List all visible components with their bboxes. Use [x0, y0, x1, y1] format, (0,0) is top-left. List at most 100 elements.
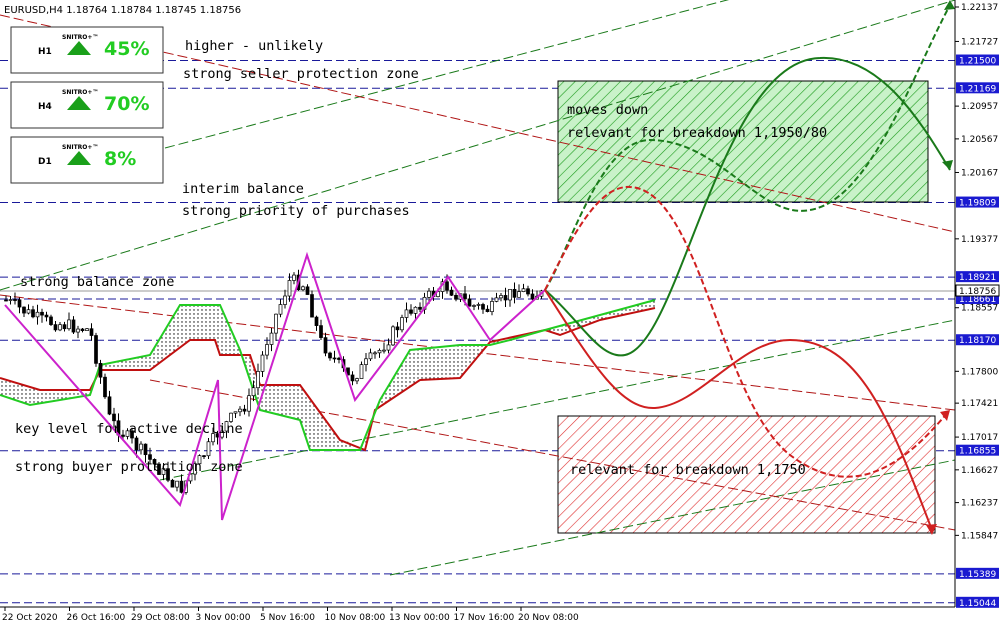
candle-body — [359, 364, 364, 379]
candle-body — [175, 480, 179, 488]
time-tick-label: 22 Oct 2020 — [2, 613, 58, 623]
candle-body — [328, 352, 332, 359]
level-label: 1.16855 — [959, 447, 996, 457]
arrow-head — [940, 410, 950, 421]
annotation: higher - unlikely — [185, 38, 323, 54]
level-label: 1.19809 — [959, 199, 996, 209]
widget-up-arrow — [67, 96, 91, 110]
annotation: strong balance zone — [20, 274, 174, 290]
candle-body — [49, 316, 53, 325]
candle-body — [517, 291, 521, 298]
candle-body — [355, 378, 359, 382]
time-tick-label: 13 Nov 00:00 — [389, 613, 450, 623]
level-label: 1.21169 — [959, 84, 996, 94]
arrow-head — [942, 160, 953, 170]
annotation: relevant for breakdown 1,1750 — [570, 462, 806, 478]
candle-body — [224, 421, 229, 432]
candle-body — [269, 332, 274, 345]
candle-body — [445, 281, 449, 291]
level-label-bg — [956, 567, 999, 579]
candle-body — [31, 309, 35, 318]
annotation: relevant for breakdown 1,1950/80 — [567, 125, 827, 141]
candle-body — [202, 455, 206, 458]
candle-body — [418, 306, 422, 310]
candle-body — [283, 295, 287, 305]
candle-body — [364, 358, 368, 365]
candle-body — [400, 317, 404, 331]
candle-body — [373, 352, 377, 355]
candle-body — [476, 304, 481, 306]
level-label-bg — [956, 444, 999, 456]
level-label: 1.21500 — [959, 57, 996, 67]
candle-body — [274, 313, 278, 334]
candle-body — [35, 311, 40, 318]
level-label-bg — [956, 334, 999, 346]
candle-body — [112, 413, 116, 422]
candle-body — [278, 304, 283, 315]
candle-body — [319, 325, 323, 338]
candle-body — [130, 430, 134, 439]
candle-body — [76, 328, 80, 333]
annotation: strong buyer protection zone — [15, 459, 243, 475]
annotation: moves down — [567, 102, 648, 118]
candle-body — [17, 299, 22, 308]
candle-body — [166, 468, 170, 481]
candle-body — [8, 299, 13, 301]
widget-brand: SNITRO+™ — [62, 89, 98, 96]
widget-timeframe: H1 — [38, 47, 52, 57]
candle-body — [197, 455, 202, 465]
level-label-bg — [956, 271, 999, 283]
candle-body — [508, 288, 512, 301]
forecast-green-solid — [544, 56, 951, 357]
price-tick-label: 1.17421 — [961, 399, 998, 409]
candle-body — [526, 288, 530, 295]
candle-body — [382, 349, 386, 352]
level-label-bg — [956, 292, 999, 304]
annotation: interim balance — [182, 181, 304, 197]
candle-body — [157, 463, 161, 475]
level-label: 1.15044 — [959, 599, 996, 609]
arrow-head — [926, 524, 937, 535]
price-tick-label: 1.17800 — [961, 367, 998, 377]
buyer-zone-box — [557, 415, 936, 534]
candle-body — [499, 295, 503, 299]
candle-body — [512, 288, 517, 298]
level-label: 1.18921 — [959, 273, 996, 283]
forecast-green-dashed — [544, 4, 951, 291]
candle-body — [247, 395, 251, 412]
candle-body — [94, 335, 98, 364]
candle-body — [67, 319, 71, 330]
annotation: key level for active decline — [15, 421, 243, 437]
candle-body — [391, 326, 395, 346]
arrow-head — [944, 0, 955, 10]
candle-body — [251, 387, 256, 397]
candle-body — [53, 324, 58, 331]
candle-body — [238, 408, 242, 413]
time-tick-label: 26 Oct 16:00 — [67, 613, 126, 623]
time-tick-label: 10 Nov 08:00 — [325, 613, 386, 623]
candle-body — [260, 354, 265, 372]
price-tick-label: 1.17017 — [961, 433, 998, 443]
widget-up-arrow — [67, 41, 91, 55]
candle-body — [233, 411, 238, 414]
candle-body — [152, 459, 157, 465]
candle-body — [305, 286, 310, 295]
candle-body — [89, 328, 94, 336]
candle-body — [107, 396, 112, 415]
candle-body — [395, 326, 400, 331]
ichimoku-red-line — [0, 307, 656, 452]
level-label: 1.18661 — [959, 295, 996, 305]
candle-body — [323, 337, 328, 354]
widget-box — [10, 136, 164, 184]
candle-body — [413, 306, 418, 314]
current-price-label: 1.18756 — [959, 287, 996, 297]
candle-body — [161, 468, 166, 475]
widget-timeframe: H4 — [38, 102, 52, 112]
candle-body — [481, 304, 485, 310]
candle-body — [40, 311, 44, 316]
widget-brand: SNITRO+™ — [62, 144, 98, 151]
level-label-bg — [956, 596, 999, 608]
price-tick-label: 1.18557 — [961, 304, 998, 314]
candle-body — [121, 434, 125, 437]
